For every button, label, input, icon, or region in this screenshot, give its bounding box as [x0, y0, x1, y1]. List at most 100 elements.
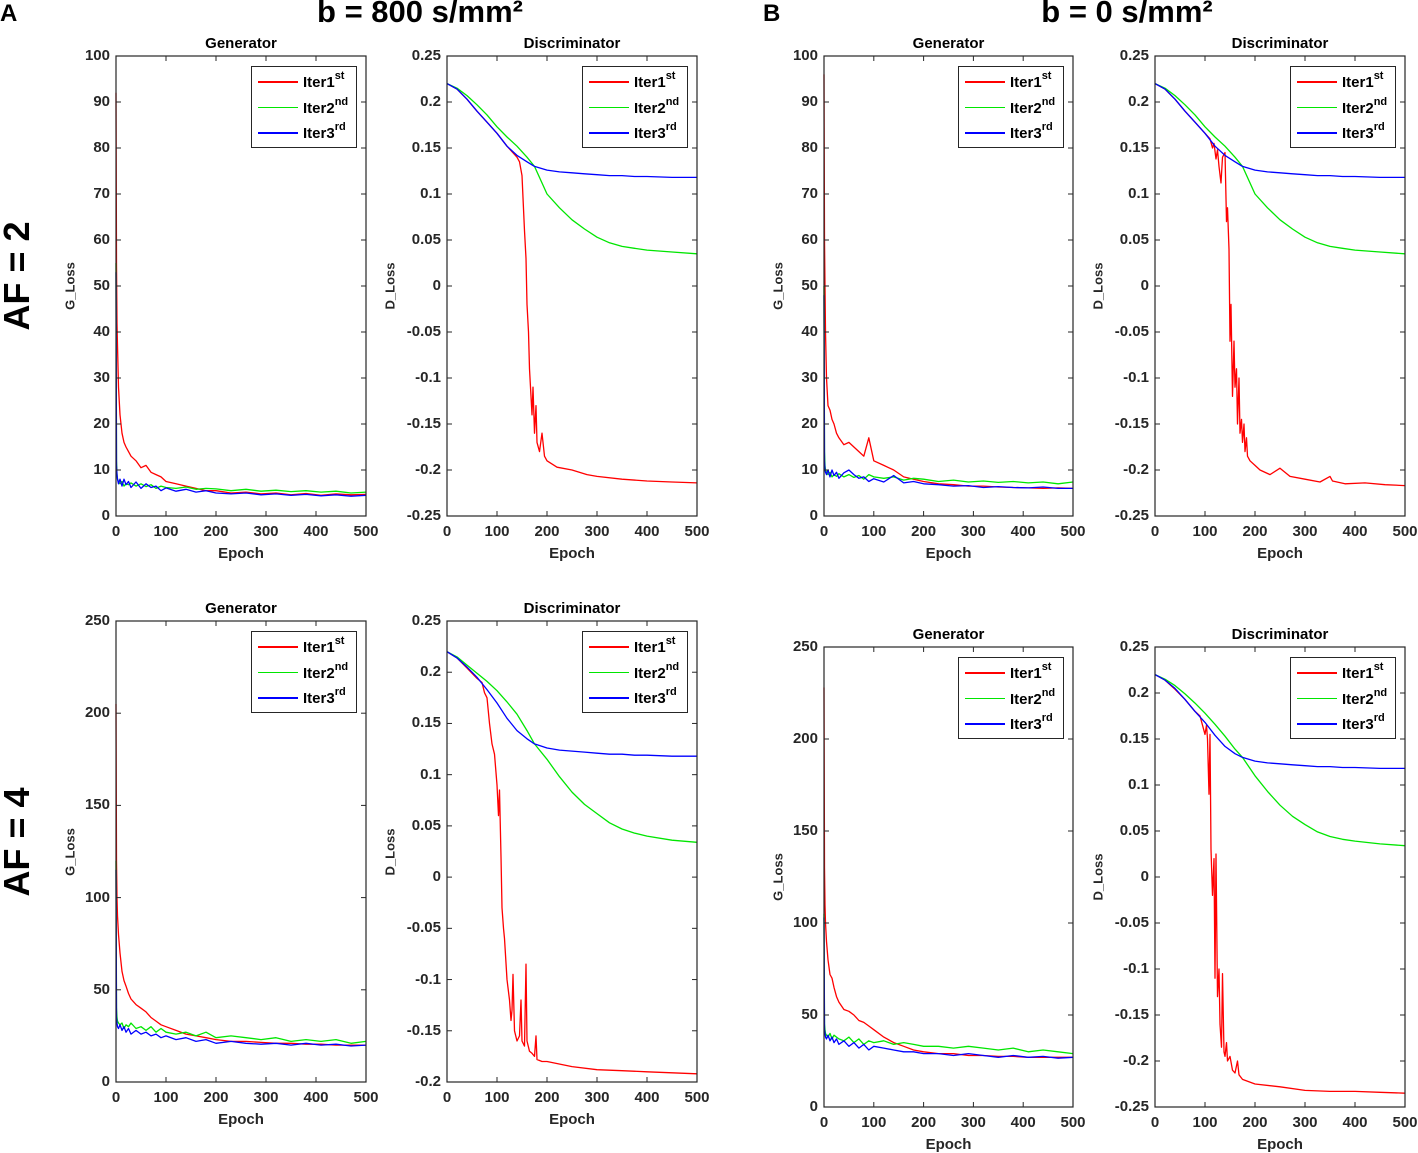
series-line-iter3rd	[115, 869, 367, 1047]
y-tick-label: 60	[93, 231, 110, 248]
x-tick-label: 200	[911, 1114, 937, 1131]
y-tick-label: 30	[801, 369, 818, 386]
legend-swatch	[589, 81, 629, 83]
x-axis-label: Epoch	[1257, 1136, 1303, 1153]
x-tick-label: 300	[1292, 1114, 1318, 1131]
y-tick-label: 0.05	[411, 816, 441, 834]
plot-title: Discriminator	[1231, 35, 1329, 52]
y-axis-label: G_Loss	[62, 827, 78, 876]
x-axis-label: Epoch	[549, 545, 595, 562]
legend-item-iter3: Iter3rd	[589, 686, 689, 707]
x-tick-label: 100	[1192, 1114, 1218, 1131]
y-tick-label: -0.2	[415, 461, 441, 478]
legend-label-ordinal: rd	[1373, 121, 1385, 133]
y-tick-label: 10	[93, 461, 110, 478]
x-axis-label: Epoch	[925, 545, 972, 562]
legend-label-ordinal: st	[665, 70, 676, 82]
x-tick-label: 400	[1342, 523, 1368, 540]
y-tick-label: 0.05	[1119, 231, 1149, 248]
legend-label-text: Iter3	[1342, 125, 1374, 142]
legend-item-iter1: Iter1st	[589, 70, 689, 91]
y-tick-label: -0.25	[1114, 1098, 1149, 1115]
legend-label-ordinal: st	[1041, 661, 1052, 673]
legend-label-ordinal: st	[1373, 70, 1384, 82]
y-tick-label: -0.2	[415, 1073, 441, 1090]
legend-item-iter3: Iter3rd	[258, 686, 358, 707]
x-axis-label: Epoch	[218, 545, 264, 562]
legend-item-iter2: Iter2nd	[1297, 96, 1397, 117]
legend-label-ordinal: st	[1041, 70, 1052, 82]
axes-frame	[446, 620, 698, 1083]
legend-label-ordinal: rd	[334, 686, 346, 698]
legend-label-text: Iter3	[1010, 125, 1042, 142]
legend: Iter1st Iter2nd Iter3rd	[582, 66, 688, 148]
legend-label-ordinal: nd	[1041, 686, 1056, 699]
y-tick-label: 0.2	[1128, 93, 1149, 110]
series-line-iter1st	[446, 651, 698, 1075]
legend: Iter1st Iter2nd Iter3rd	[1290, 657, 1396, 739]
series-line-iter1st	[1154, 674, 1406, 1094]
legend-label-text: Iter3	[303, 690, 335, 707]
x-tick-label: 500	[1392, 1114, 1418, 1131]
x-tick-label: 400	[303, 523, 329, 540]
legend-label-ordinal: nd	[665, 660, 680, 673]
legend-label-ordinal: rd	[665, 686, 677, 698]
y-tick-label: 0.25	[411, 47, 441, 64]
x-tick-label: 0	[442, 1089, 452, 1106]
legend-label-ordinal: nd	[334, 95, 349, 108]
legend-label-text: Iter2	[303, 664, 335, 682]
plot-title: Generator	[912, 35, 985, 52]
legend-swatch	[1297, 132, 1337, 134]
x-tick-label: 200	[911, 523, 937, 540]
legend-swatch	[965, 132, 1005, 134]
legend-swatch	[1297, 672, 1337, 674]
plot-a-af4-generator: 0 100 200 300 400 500 0 50 100 150 200 250 Generator…	[63, 600, 379, 1128]
y-tick-label: 0.2	[1128, 684, 1149, 701]
legend-item-iter2: Iter2nd	[965, 686, 1065, 708]
y-tick-label: 70	[93, 185, 110, 202]
legend-label: Iter2nd	[303, 661, 348, 682]
y-tick-label: 200	[84, 704, 110, 722]
legend-label-text: Iter1	[1342, 665, 1374, 682]
legend-label-text: Iter1	[303, 639, 335, 656]
legend-label-ordinal: nd	[665, 95, 680, 108]
y-tick-label: 0.15	[411, 139, 441, 156]
plot-title: Discriminator	[523, 600, 621, 617]
legend-swatch	[589, 106, 629, 108]
legend-item-iter3: Iter3rd	[1297, 712, 1397, 733]
plot-b-af2-discriminator: 0 100 200 300 400 500 -0.25 -0.2 -0.15 -0.1 -0.05 0…	[1091, 35, 1418, 562]
series-line-iter3rd	[823, 917, 1074, 1059]
legend-label: Iter3rd	[1010, 121, 1053, 142]
legend-swatch	[965, 723, 1005, 725]
plot-title: Generator	[205, 35, 277, 52]
legend-label: Iter3rd	[303, 121, 346, 142]
legend: Iter1st Iter2nd Iter3rd	[582, 631, 688, 713]
x-tick-label: 0	[1150, 1114, 1160, 1131]
legend-swatch	[965, 81, 1005, 83]
series-line-iter2nd	[446, 83, 698, 255]
y-tick-label: 0.2	[420, 663, 441, 681]
y-tick-label: 20	[801, 415, 818, 432]
y-tick-label: 0	[101, 507, 110, 524]
y-tick-label: 0.25	[411, 612, 441, 629]
legend-item-iter1: Iter1st	[258, 635, 358, 656]
y-axis-label: D_Loss	[382, 262, 398, 310]
x-tick-label: 0	[442, 523, 452, 540]
legend-label-text: Iter1	[1010, 665, 1042, 682]
legend-label-text: Iter2	[1342, 99, 1374, 117]
y-tick-label: 0.1	[1128, 185, 1149, 202]
plot-title: Discriminator	[523, 35, 621, 52]
legend-label: Iter3rd	[303, 686, 346, 707]
y-axis-label: D_Loss	[382, 828, 398, 875]
legend-label-ordinal: st	[1373, 661, 1384, 673]
legend: Iter1st Iter2nd Iter3rd	[1290, 66, 1396, 148]
y-tick-label: -0.1	[415, 369, 441, 386]
x-tick-label: 100	[1192, 523, 1218, 540]
y-tick-label: 100	[792, 914, 818, 931]
x-tick-label: 400	[634, 523, 660, 540]
y-tick-label: 50	[93, 980, 110, 998]
y-axis-label: D_Loss	[1090, 262, 1106, 310]
series-line-iter2nd	[446, 651, 698, 843]
legend-label-ordinal: rd	[665, 121, 677, 133]
series-line-iter3rd	[1154, 674, 1405, 770]
